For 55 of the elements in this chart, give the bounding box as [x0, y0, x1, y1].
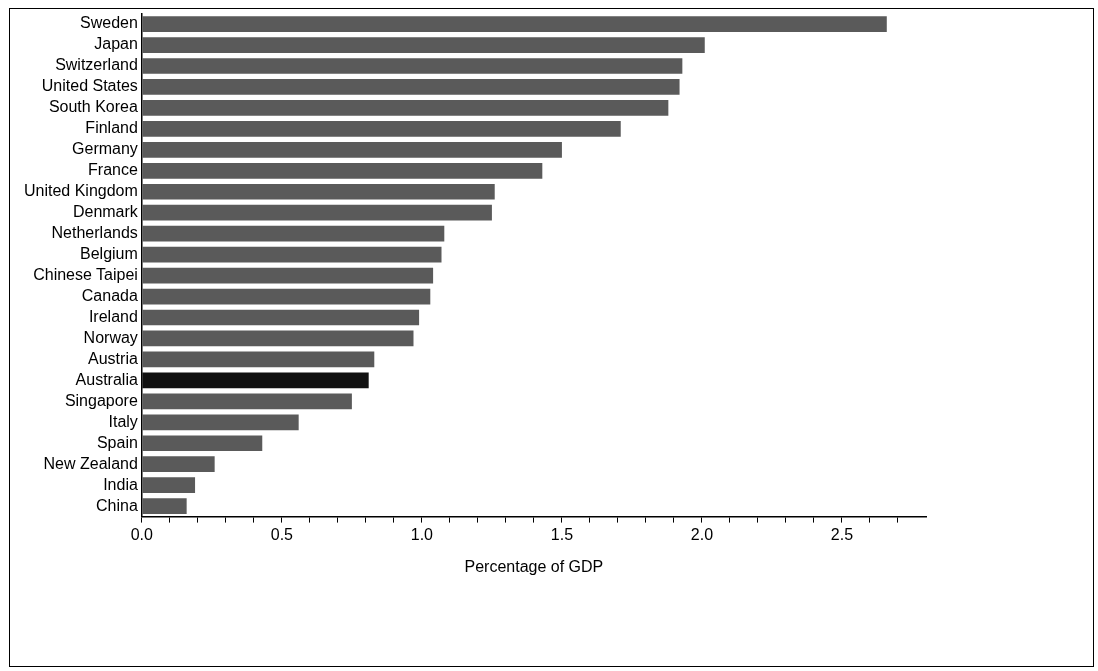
x-tick-label: 0.5 [270, 525, 294, 543]
bar [142, 100, 669, 116]
bar [142, 121, 621, 137]
y-tick-label: Germany [72, 140, 138, 158]
y-tick-label: United Kingdom [24, 182, 138, 200]
x-axis-title: Percentage of GDP [464, 557, 604, 575]
y-tick-label: Chinese Taipei [33, 265, 138, 283]
y-tick-label: Ireland [88, 307, 138, 325]
bar [142, 498, 187, 514]
bar [142, 309, 420, 326]
y-tick-label: Switzerland [55, 56, 138, 74]
y-tick-label: Australia [75, 370, 138, 388]
bar [142, 58, 683, 74]
y-tick-label: France [88, 161, 138, 179]
bar [142, 183, 495, 200]
y-tick-label: Belgium [80, 245, 138, 263]
bar [142, 79, 680, 95]
bar [142, 37, 705, 53]
bar [142, 267, 434, 284]
bar [142, 246, 442, 263]
y-tick-label: Finland [85, 119, 138, 137]
y-tick-label: Japan [94, 35, 138, 53]
y-tick-label: New Zealand [43, 454, 138, 472]
bar [142, 414, 299, 431]
x-tick-label: 0.0 [130, 525, 154, 543]
y-tick-label: United States [41, 77, 138, 95]
bar [142, 372, 369, 389]
x-tick-label: 2.0 [690, 525, 714, 543]
y-tick-label: Canada [81, 286, 138, 304]
y-tick-label: Singapore [64, 391, 138, 409]
bar [142, 141, 562, 158]
bar [142, 330, 414, 347]
y-tick-label: South Korea [48, 98, 138, 116]
bar [142, 477, 196, 494]
y-tick-label: Sweden [80, 14, 138, 32]
y-tick-label: India [103, 475, 138, 493]
bar [142, 288, 431, 305]
y-tick-label: Denmark [72, 203, 139, 221]
x-tick-label: 2.5 [830, 525, 854, 543]
y-tick-label: China [96, 496, 138, 514]
bar [142, 225, 445, 242]
x-tick-label: 1.0 [410, 525, 434, 543]
y-tick-label: Austria [88, 349, 138, 367]
y-tick-label: Spain [96, 433, 138, 451]
bar [142, 162, 543, 179]
bar [142, 393, 352, 410]
bar [142, 435, 263, 452]
bar [142, 16, 887, 32]
bar [142, 456, 215, 473]
y-tick-label: Netherlands [51, 224, 138, 242]
x-tick-label: 1.5 [550, 525, 574, 543]
bar [142, 351, 375, 368]
bar [142, 204, 492, 221]
y-tick-label: Italy [108, 412, 138, 430]
y-tick-label: Norway [83, 328, 138, 346]
